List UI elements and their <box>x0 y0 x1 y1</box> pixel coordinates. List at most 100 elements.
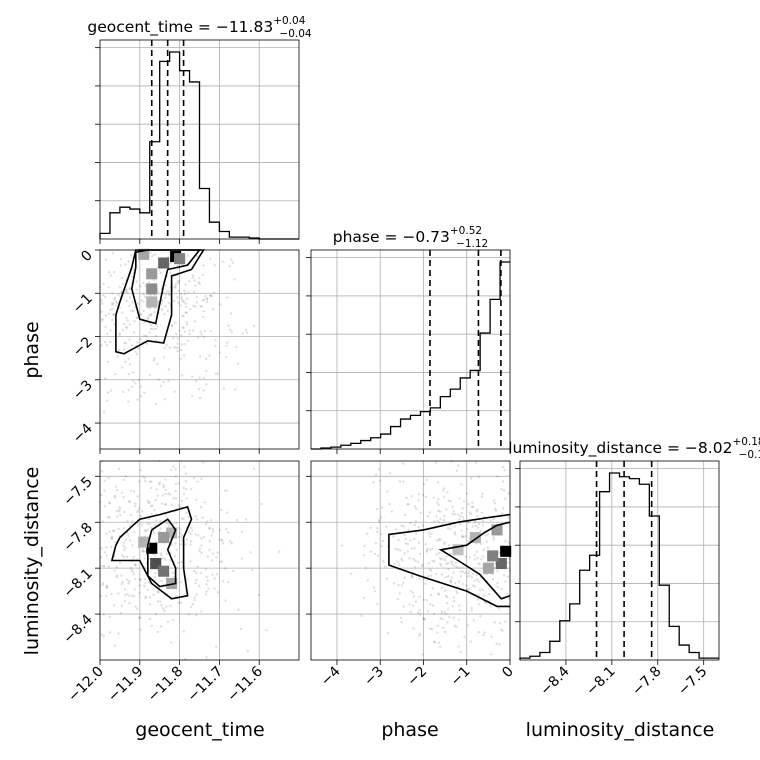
scatter-point <box>440 609 443 613</box>
scatter-point <box>154 498 157 502</box>
panel-frame <box>310 249 511 450</box>
scatter-point <box>113 569 116 572</box>
scatter-point <box>176 296 179 299</box>
scatter-point <box>417 526 420 529</box>
scatter-point <box>153 554 157 557</box>
scatter-point <box>122 526 126 530</box>
scatter-point <box>230 258 233 261</box>
scatter-point <box>418 613 422 616</box>
scatter-point <box>139 385 142 389</box>
scatter-point <box>182 300 186 304</box>
scatter-point <box>108 502 112 505</box>
scatter-point <box>495 642 498 645</box>
scatter-point <box>219 303 222 306</box>
scatter-point <box>154 612 158 616</box>
scatter-point <box>421 524 424 527</box>
scatter-point <box>121 580 124 584</box>
scatter-point <box>228 265 231 268</box>
scatter-point <box>465 527 469 531</box>
scatter-point <box>436 624 440 628</box>
scatter-point <box>179 528 183 531</box>
scatter-point <box>482 515 486 518</box>
scatter-point <box>102 282 105 286</box>
scatter-point <box>110 535 114 538</box>
scatter-point <box>154 338 157 342</box>
scatter-point <box>143 550 146 553</box>
scatter-point <box>449 552 452 555</box>
scatter-point <box>467 572 470 575</box>
scatter-point <box>212 291 216 294</box>
scatter-point <box>120 582 124 586</box>
scatter-point <box>452 510 456 513</box>
scatter-point <box>146 317 149 321</box>
scatter-point <box>132 573 136 576</box>
scatter-point <box>140 522 143 526</box>
scatter-point <box>440 586 444 590</box>
x-tick-label: −11.9 <box>105 664 147 706</box>
scatter-point <box>136 495 139 498</box>
scatter-point <box>126 319 129 322</box>
scatter-point <box>449 528 452 531</box>
scatter-point <box>203 501 206 504</box>
scatter-point <box>459 514 462 518</box>
scatter-point <box>125 288 129 291</box>
scatter-point <box>409 521 412 525</box>
scatter-point <box>399 549 402 552</box>
scatter-point <box>139 515 143 518</box>
x-tick-label: −7.5 <box>675 664 710 699</box>
scatter-point <box>161 494 165 497</box>
scatter-point <box>447 575 450 578</box>
scatter-point <box>195 571 198 574</box>
scatter-point <box>252 467 256 470</box>
scatter-point <box>478 569 481 572</box>
scatter-point <box>205 656 208 659</box>
scatter-point <box>373 552 377 556</box>
scatter-point <box>102 294 105 297</box>
scatter-point <box>214 344 217 348</box>
scatter-point <box>454 581 457 585</box>
scatter-point <box>174 283 178 286</box>
scatter-point <box>461 534 464 538</box>
scatter-point <box>481 519 485 523</box>
scatter-point <box>439 564 443 567</box>
scatter-point <box>507 561 510 564</box>
scatter-point <box>147 281 151 284</box>
scatter-point <box>163 609 166 612</box>
scatter-point <box>492 499 496 502</box>
scatter-point <box>167 301 170 304</box>
scatter-point <box>168 346 172 350</box>
scatter-point <box>200 333 203 336</box>
scatter-point <box>477 580 480 583</box>
scatter-point <box>205 369 208 373</box>
panel-frame <box>310 460 511 661</box>
scatter-point <box>112 529 115 532</box>
scatter-point <box>164 605 168 608</box>
scatter-point <box>466 575 469 578</box>
scatter-point <box>182 314 185 318</box>
scatter-point <box>128 287 131 290</box>
density-cell <box>452 544 464 556</box>
scatter-point <box>244 518 248 521</box>
scatter-point <box>194 581 197 585</box>
scatter-point <box>409 610 412 613</box>
scatter-point <box>228 540 232 543</box>
scatter-point <box>104 325 107 329</box>
scatter-point <box>458 497 461 500</box>
scatter-point <box>101 564 105 568</box>
scatter-point <box>124 475 128 478</box>
scatter-point <box>453 512 457 516</box>
scatter-point <box>457 464 460 467</box>
scatter-point <box>128 601 131 605</box>
scatter-point <box>120 574 123 577</box>
scatter-point <box>144 595 148 598</box>
scatter-point <box>122 478 125 482</box>
scatter-point <box>444 558 447 562</box>
scatter-point <box>455 565 458 569</box>
scatter-point <box>101 319 104 322</box>
scatter-point <box>437 551 441 555</box>
scatter-point <box>195 614 198 617</box>
scatter-point <box>112 604 116 607</box>
scatter-point <box>174 475 177 478</box>
scatter-point <box>103 551 107 554</box>
scatter-point <box>375 507 379 511</box>
